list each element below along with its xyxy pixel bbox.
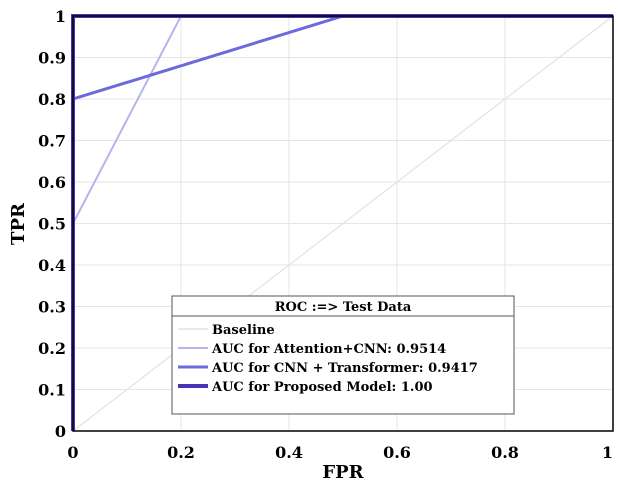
legend-entry: AUC for Proposed Model: 1.00 xyxy=(211,380,433,395)
legend-title: ROC :=> Test Data xyxy=(275,300,412,315)
legend-entry: AUC for Attention+CNN: 0.9514 xyxy=(211,342,446,357)
y-tick-label: 0.8 xyxy=(38,90,66,109)
y-tick-label: 0.6 xyxy=(38,173,66,192)
y-tick-label: 0.2 xyxy=(38,339,66,358)
y-tick-label: 1 xyxy=(55,7,66,26)
legend-entry: AUC for CNN + Transformer: 0.9417 xyxy=(211,361,478,376)
legend-items: Baseline AUC for Attention+CNN: 0.9514 AUC… xyxy=(178,323,478,395)
x-axis-label: FPR xyxy=(322,462,364,483)
y-tick-label: 0.9 xyxy=(38,49,66,68)
y-tick-label: 0.4 xyxy=(38,256,66,275)
y-axis-label: TPR xyxy=(8,202,29,245)
legend-entry: Baseline xyxy=(212,323,275,338)
x-tick-label: 0 xyxy=(67,443,78,462)
plot-frame xyxy=(72,15,614,432)
y-tick-label: 0.5 xyxy=(38,215,66,234)
y-tick-label: 0 xyxy=(55,422,66,441)
tick-labels: 0 0.2 0.4 0.6 0.8 1 0 0.1 0.2 0.3 0.4 0.5 0.6 0.7 0.8 0… xyxy=(38,7,613,462)
x-tick-label: 1 xyxy=(602,443,613,462)
x-tick-label: 0.6 xyxy=(383,443,411,462)
roc-curve-1 xyxy=(72,15,614,432)
legend: ROC :=> Test Data Baseline AUC for Attent… xyxy=(171,295,515,415)
y-tick-label: 0.3 xyxy=(38,298,66,317)
y-tick-label: 0.7 xyxy=(38,132,66,151)
y-tick-label: 0.1 xyxy=(38,381,66,400)
x-tick-label: 0.8 xyxy=(491,443,519,462)
x-tick-label: 0.2 xyxy=(167,443,195,462)
grid-lines xyxy=(73,16,613,431)
x-tick-label: 0.4 xyxy=(275,443,303,462)
